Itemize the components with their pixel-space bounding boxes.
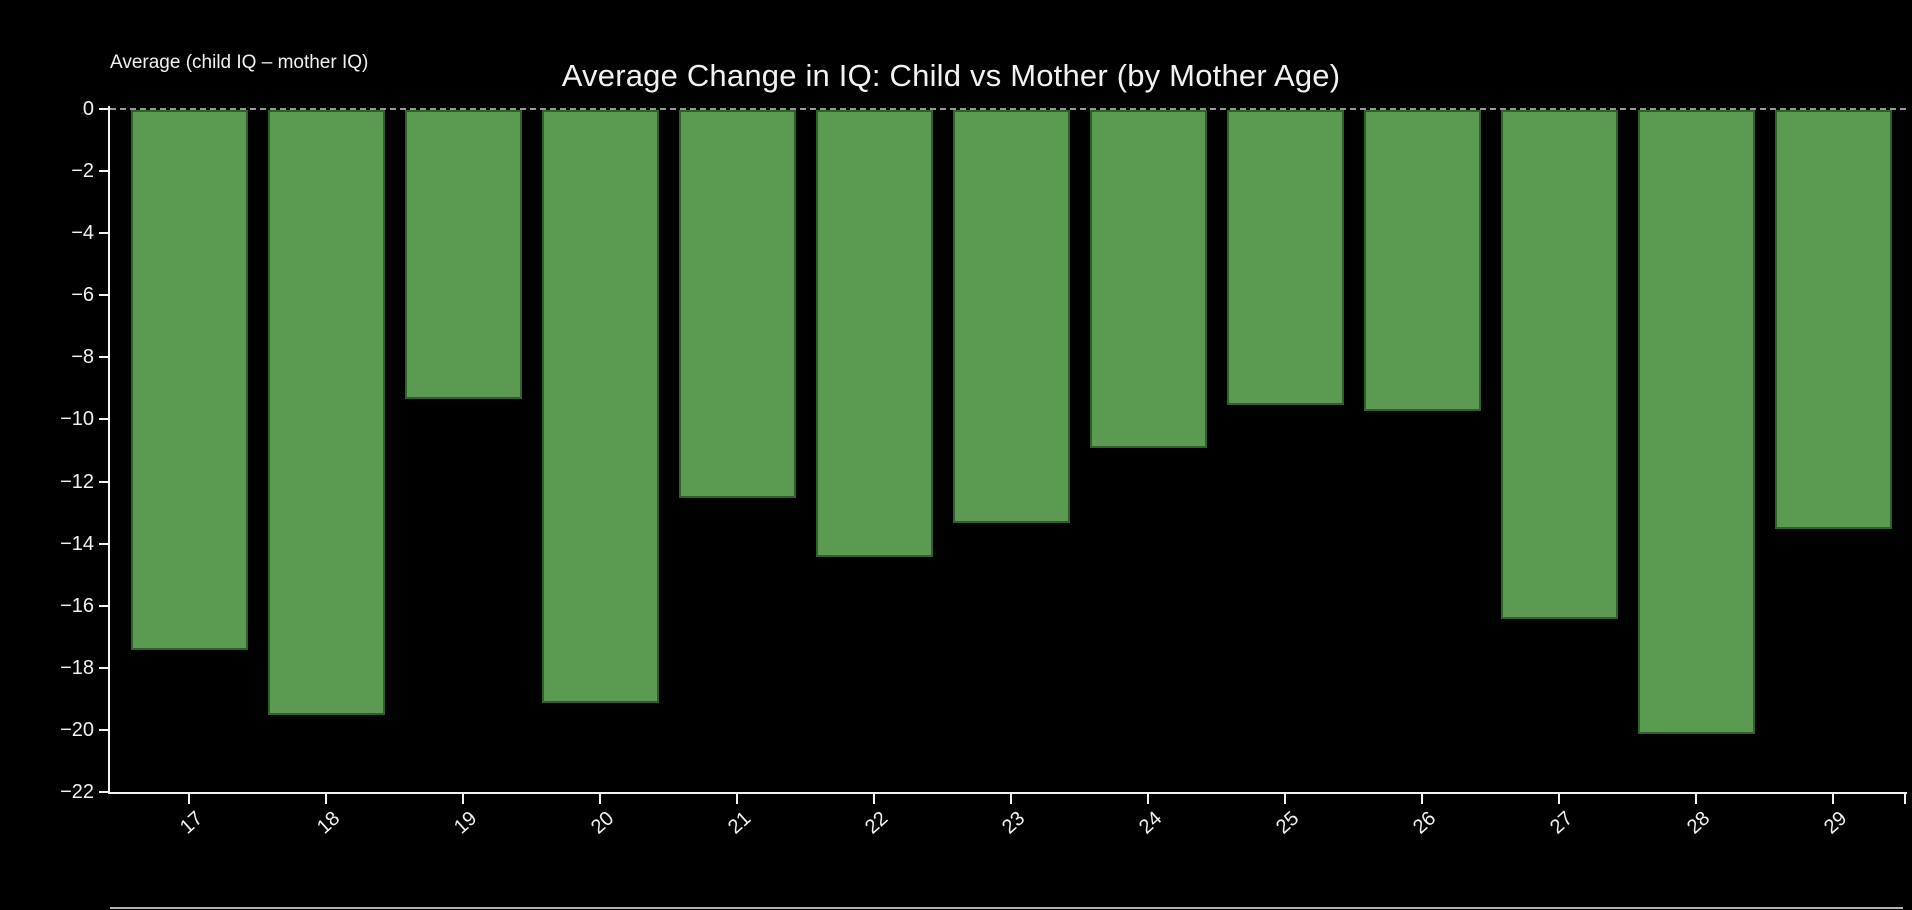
y-tick-mark: [99, 728, 108, 731]
x-tick-label: 24: [1134, 807, 1167, 839]
y-axis-label: Average (child IQ – mother IQ): [110, 52, 369, 73]
y-tick-mark: [99, 294, 108, 297]
chart-title: Average Change in IQ: Child vs Mother (b…: [561, 58, 1341, 93]
bar-age-26: [1363, 110, 1481, 411]
y-tick-label: −18: [60, 656, 94, 679]
bar-age-25: [1226, 110, 1344, 405]
x-tick-mark: [599, 794, 601, 804]
y-tick-label: −16: [60, 594, 94, 617]
y-tick-mark: [99, 791, 108, 793]
x-tick-label: 21: [723, 807, 756, 839]
x-tick-mark: [1695, 794, 1697, 804]
x-tick-label: 19: [449, 807, 482, 839]
y-tick-mark: [99, 480, 108, 483]
bar-age-28: [1637, 110, 1755, 734]
y-tick-label: −20: [60, 718, 94, 741]
y-tick-label: 0: [82, 98, 94, 120]
x-tick-label: 17: [175, 807, 208, 839]
y-tick-mark: [99, 232, 108, 235]
x-tick-label: 18: [312, 807, 345, 839]
y-tick-mark: [99, 356, 108, 359]
x-tick-label: 28: [1682, 807, 1715, 839]
x-tick-label: 25: [1271, 807, 1304, 839]
bar-age-21: [678, 110, 796, 498]
x-tick-label: 26: [1408, 807, 1441, 839]
x-tick-mark: [1147, 794, 1149, 804]
x-tick-mark: [1010, 794, 1012, 804]
y-tick-mark: [99, 418, 108, 421]
x-tick-mark: [1284, 794, 1286, 804]
bar-age-29: [1774, 110, 1892, 529]
x-tick-mark: [188, 794, 190, 804]
bar-age-18: [267, 110, 385, 715]
x-tick-label: 23: [997, 807, 1030, 839]
bar-age-19: [404, 110, 522, 399]
bottom-edge-line: [110, 907, 1903, 909]
x-axis-line: [108, 792, 1907, 794]
bar-age-27: [1500, 110, 1618, 619]
x-tick-mark: [1832, 794, 1834, 804]
bar-age-24: [1089, 110, 1207, 448]
y-tick-mark: [99, 666, 108, 669]
x-tick-mark: [325, 794, 327, 804]
x-tick-label: 29: [1819, 807, 1852, 839]
y-axis-line: [108, 106, 110, 794]
x-tick-mark: [873, 794, 875, 804]
x-tick-mark: [736, 794, 738, 804]
bar-age-17: [130, 110, 248, 650]
y-tick-mark: [99, 170, 108, 173]
x-tick-label: 27: [1545, 807, 1578, 839]
y-tick-label: −8: [71, 346, 94, 369]
bar-age-20: [541, 110, 659, 703]
x-tick-label: 20: [586, 807, 619, 839]
y-tick-label: −10: [60, 408, 94, 431]
zero-gridline: [110, 108, 1906, 110]
x-tick-mark: [1558, 794, 1560, 804]
x-axis-end-tick: [1904, 794, 1906, 804]
y-tick-label: −22: [60, 781, 94, 803]
y-tick-label: −2: [71, 160, 94, 183]
y-tick-mark: [99, 604, 108, 607]
y-tick-label: −4: [71, 222, 94, 245]
bar-age-23: [952, 110, 1070, 523]
x-tick-mark: [462, 794, 464, 804]
y-tick-label: −14: [60, 532, 94, 555]
x-tick-mark: [1421, 794, 1423, 804]
y-tick-label: −6: [71, 284, 94, 307]
y-tick-mark: [99, 108, 108, 110]
y-tick-mark: [99, 542, 108, 545]
x-tick-label: 22: [860, 807, 893, 839]
bar-age-22: [815, 110, 933, 557]
y-tick-label: −12: [60, 470, 94, 493]
